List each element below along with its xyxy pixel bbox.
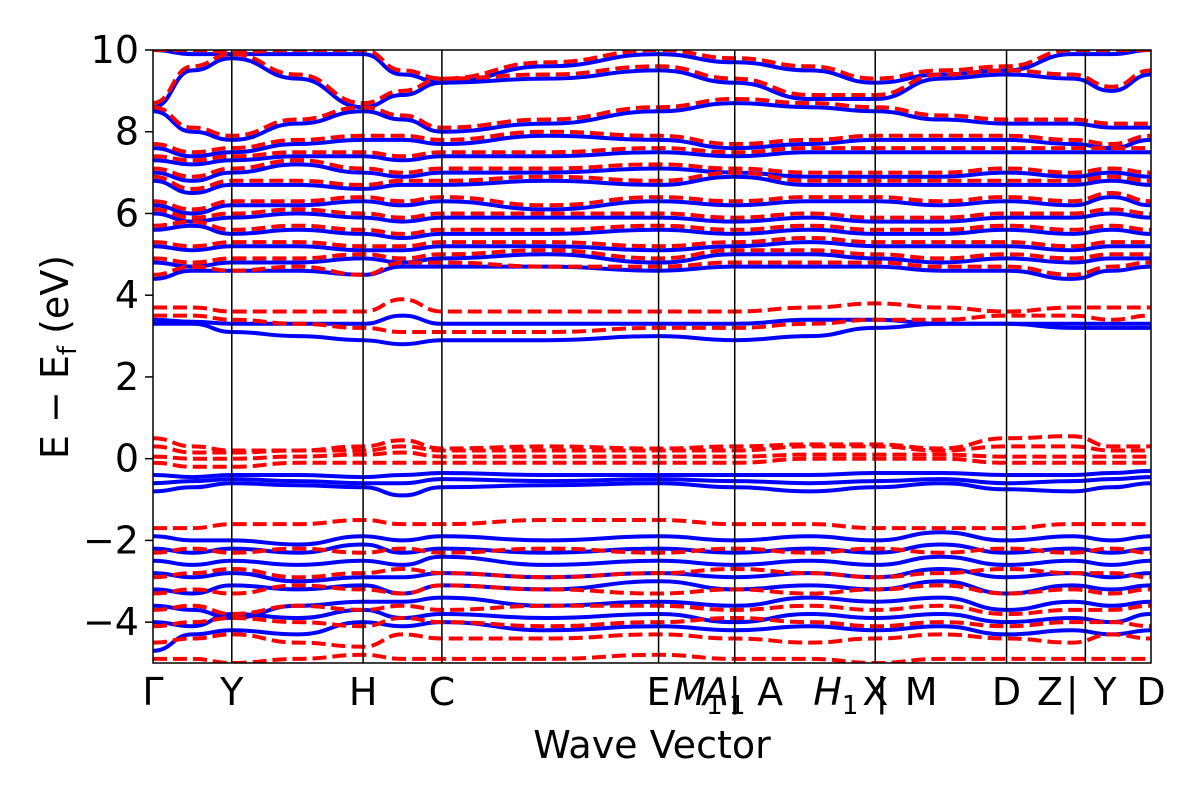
x-tick-label: A1 [700, 670, 746, 721]
y-tick-label: 6 [115, 191, 139, 235]
y-tick-label: 4 [115, 273, 139, 317]
y-tick-label: 0 [115, 437, 139, 481]
band-line-dashed-7 [153, 517, 1151, 531]
band-line-solid-10 [153, 468, 1151, 480]
x-tick-label: | [1066, 670, 1079, 715]
y-axis-label-unit: (eV) [33, 255, 77, 346]
x-tick-label: D [992, 670, 1021, 714]
x-tick-label: Y [1092, 670, 1117, 714]
x-tick-label: E [647, 670, 671, 714]
x-tick-label: Y [219, 670, 244, 714]
x-tick-label: D [1136, 670, 1165, 714]
y-axis-label-main: E − E [33, 355, 77, 459]
band-line-solid-7 [153, 530, 1151, 547]
x-tick-label: M [905, 670, 938, 714]
plot-frame [152, 49, 1152, 664]
x-tick-label: | [728, 670, 741, 715]
x-tick-label: C [429, 670, 456, 714]
y-tick-label: 2 [115, 355, 139, 399]
y-tick-label: 10 [91, 28, 139, 72]
y-tick-label: 8 [115, 110, 139, 154]
y-axis: −4 −2 0 2 4 6 8 10 [83, 28, 153, 644]
k-point-divider-lines [231, 50, 1087, 663]
x-tick-label: X [862, 670, 888, 714]
x-tick-label: Z [1037, 670, 1063, 714]
bands-layer [153, 50, 1151, 663]
x-tick-label: H [349, 670, 378, 714]
band-line-dashed-17 [153, 219, 1151, 236]
x-tick-label: A [757, 670, 783, 714]
band-line-dashed-9 [153, 450, 1151, 461]
band-line-dashed-8 [153, 456, 1151, 469]
x-tick-label: | [875, 670, 888, 715]
band-line-solid-23 [153, 101, 1151, 142]
band-line-dashed-13 [153, 297, 1151, 314]
y-tick-label: −4 [83, 600, 139, 644]
x-tick-label: M1 [673, 670, 722, 721]
band-line-dashed-0 [153, 652, 1151, 663]
y-axis-label: E − Ef (eV) [33, 255, 83, 459]
x-tick-label: Γ [142, 670, 163, 714]
band-line-solid-5 [153, 554, 1151, 567]
y-axis-label-sub: f [53, 345, 83, 355]
x-tick-label: H1 [813, 670, 858, 721]
x-axis-label: Wave Vector [533, 723, 771, 767]
y-tick-label: −2 [83, 518, 139, 562]
band-line-dashed-24 [153, 96, 1151, 138]
